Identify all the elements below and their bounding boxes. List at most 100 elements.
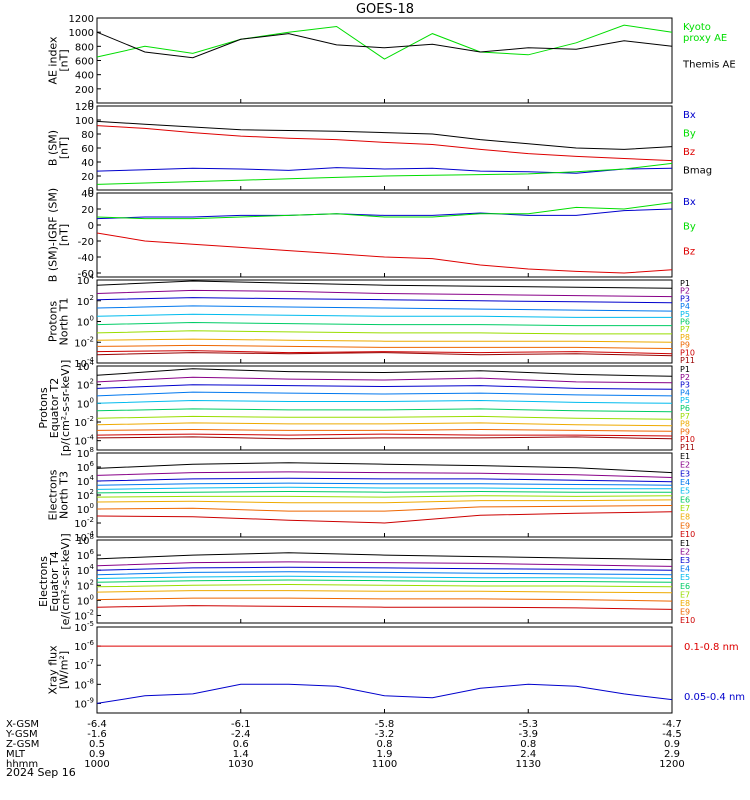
y-axis-label: North T1: [58, 298, 71, 346]
series-line-P2: [96, 289, 673, 298]
x-row-value: 2.9: [664, 749, 680, 760]
series-line-P11: [96, 352, 673, 357]
series-line-E8: [96, 590, 673, 594]
panel-frame: [96, 17, 673, 104]
x-row-value: -1.6: [87, 729, 107, 740]
legend-label: P3: [680, 381, 690, 390]
series-line-P3: [96, 384, 673, 390]
legend-label: P10: [680, 435, 695, 444]
series-line-Bmag: [96, 120, 673, 150]
y-tick-label: 800: [75, 42, 94, 53]
series-line-E1: [96, 552, 673, 561]
y-axis-label: Protons: [37, 387, 50, 428]
y-axis-label: [W/m²]: [58, 651, 71, 689]
x-row-value: 0.8: [520, 739, 536, 750]
y-tick-label: 20: [81, 205, 94, 216]
y-tick-label: 104: [77, 273, 95, 287]
legend-label: P4: [680, 302, 690, 311]
y-tick-label: 100: [77, 396, 94, 410]
y-tick-label: 1000: [69, 28, 94, 39]
legend-label: P6: [680, 404, 690, 413]
legend-label: E3: [680, 469, 690, 478]
x-row-value: 1030: [228, 759, 253, 770]
legend-label: E4: [680, 478, 690, 487]
series-line-E3: [96, 566, 673, 571]
series-line-E4: [96, 482, 673, 486]
y-axis-label: [nT]: [58, 137, 71, 159]
legend-label: P9: [680, 341, 690, 350]
series-line-P8: [96, 338, 673, 343]
legend-label: P9: [680, 427, 690, 436]
y-tick-label: -60: [78, 269, 94, 280]
legend-label: P7: [680, 325, 690, 334]
y-tick-label: 104: [77, 359, 95, 373]
panel-frame: [96, 192, 673, 278]
y-tick-label: -20: [78, 237, 94, 248]
legend-label: E9: [680, 521, 690, 530]
y-tick-label: 106: [77, 460, 95, 474]
y-axis-label: [nT]: [58, 49, 71, 71]
series-line-P6: [96, 321, 672, 327]
y-tick-label: 100: [77, 315, 94, 329]
y-tick-label: 40: [81, 189, 94, 200]
legend-label: P8: [680, 333, 690, 342]
x-row-value: 1100: [372, 759, 397, 770]
x-row-value: -4.7: [662, 719, 682, 730]
x-row-value: -6.4: [87, 719, 107, 730]
y-tick-label: 106: [77, 548, 95, 562]
y-tick-label: 0: [88, 186, 94, 197]
x-row-value: -2.4: [231, 729, 251, 740]
legend-label: E2: [680, 461, 690, 470]
legend-label: P8: [680, 420, 690, 429]
series-line-P4: [96, 391, 673, 397]
y-tick-label: 1200: [69, 14, 94, 25]
y-axis-label: Electrons: [47, 469, 60, 520]
y-axis-label: [nT]: [58, 224, 71, 246]
x-row-label: Z-GSM: [6, 739, 39, 750]
x-row-label: hhmm: [6, 759, 38, 770]
y-axis-label: [e/(cm²-s-sr-keV)]: [59, 533, 72, 629]
series-line-E1: [96, 462, 673, 474]
legend-label: E9: [680, 607, 690, 616]
series-line-E4: [96, 571, 673, 576]
panel-7: 10-9 10-8 10-7 10-6 10-5 Xray flux[W/m²] 0.1-0…: [47, 620, 745, 714]
legend-label: E10: [680, 616, 695, 625]
y-tick-label: 60: [81, 144, 94, 155]
y-tick-label: 10-6: [74, 639, 94, 653]
y-axis-label: [p/(cm²-s-sr-keV)]: [59, 360, 72, 457]
series-line-Kyoto-proxy-AE: [96, 24, 673, 60]
series-line-P1: [96, 368, 673, 377]
y-axis-label: North T3: [58, 471, 71, 519]
y-tick-label: 0: [88, 221, 94, 232]
legend-label: E1: [680, 452, 690, 461]
legend-label: 0.1-0.8 nm: [684, 642, 739, 653]
series-line-P5: [96, 399, 673, 404]
y-tick-label: 100: [75, 116, 94, 127]
series-line-P10: [96, 433, 673, 437]
x-row-label: Y-GSM: [5, 729, 38, 740]
y-tick-label: 40: [81, 158, 94, 169]
y-tick-label: 100: [77, 593, 94, 607]
series-line-E8: [96, 499, 673, 504]
series-line-E7: [96, 583, 673, 588]
x-row-value: -4.5: [662, 729, 682, 740]
legend-label: E7: [680, 504, 690, 513]
y-tick-label: 10-2: [74, 335, 94, 349]
y-tick-label: 80: [81, 130, 94, 141]
y-tick-label: 102: [77, 378, 94, 392]
x-row-value: -5.3: [518, 719, 538, 730]
series-line-P10: [96, 350, 673, 355]
legend-label: P3: [680, 294, 690, 303]
y-axis-label: Equator T2: [48, 378, 61, 438]
legend-label: Bmag: [683, 166, 712, 177]
x-row-value: 1200: [659, 759, 684, 770]
legend-label: P11: [680, 443, 695, 452]
series-line-Bz: [96, 232, 673, 274]
legend-label: E10: [680, 530, 695, 539]
panel-frame: [96, 626, 673, 714]
legend-label: E6: [680, 495, 690, 504]
y-tick-label: 10-2: [74, 415, 94, 429]
x-row-value: 0.9: [664, 739, 680, 750]
x-row-value: 0.6: [233, 739, 249, 750]
